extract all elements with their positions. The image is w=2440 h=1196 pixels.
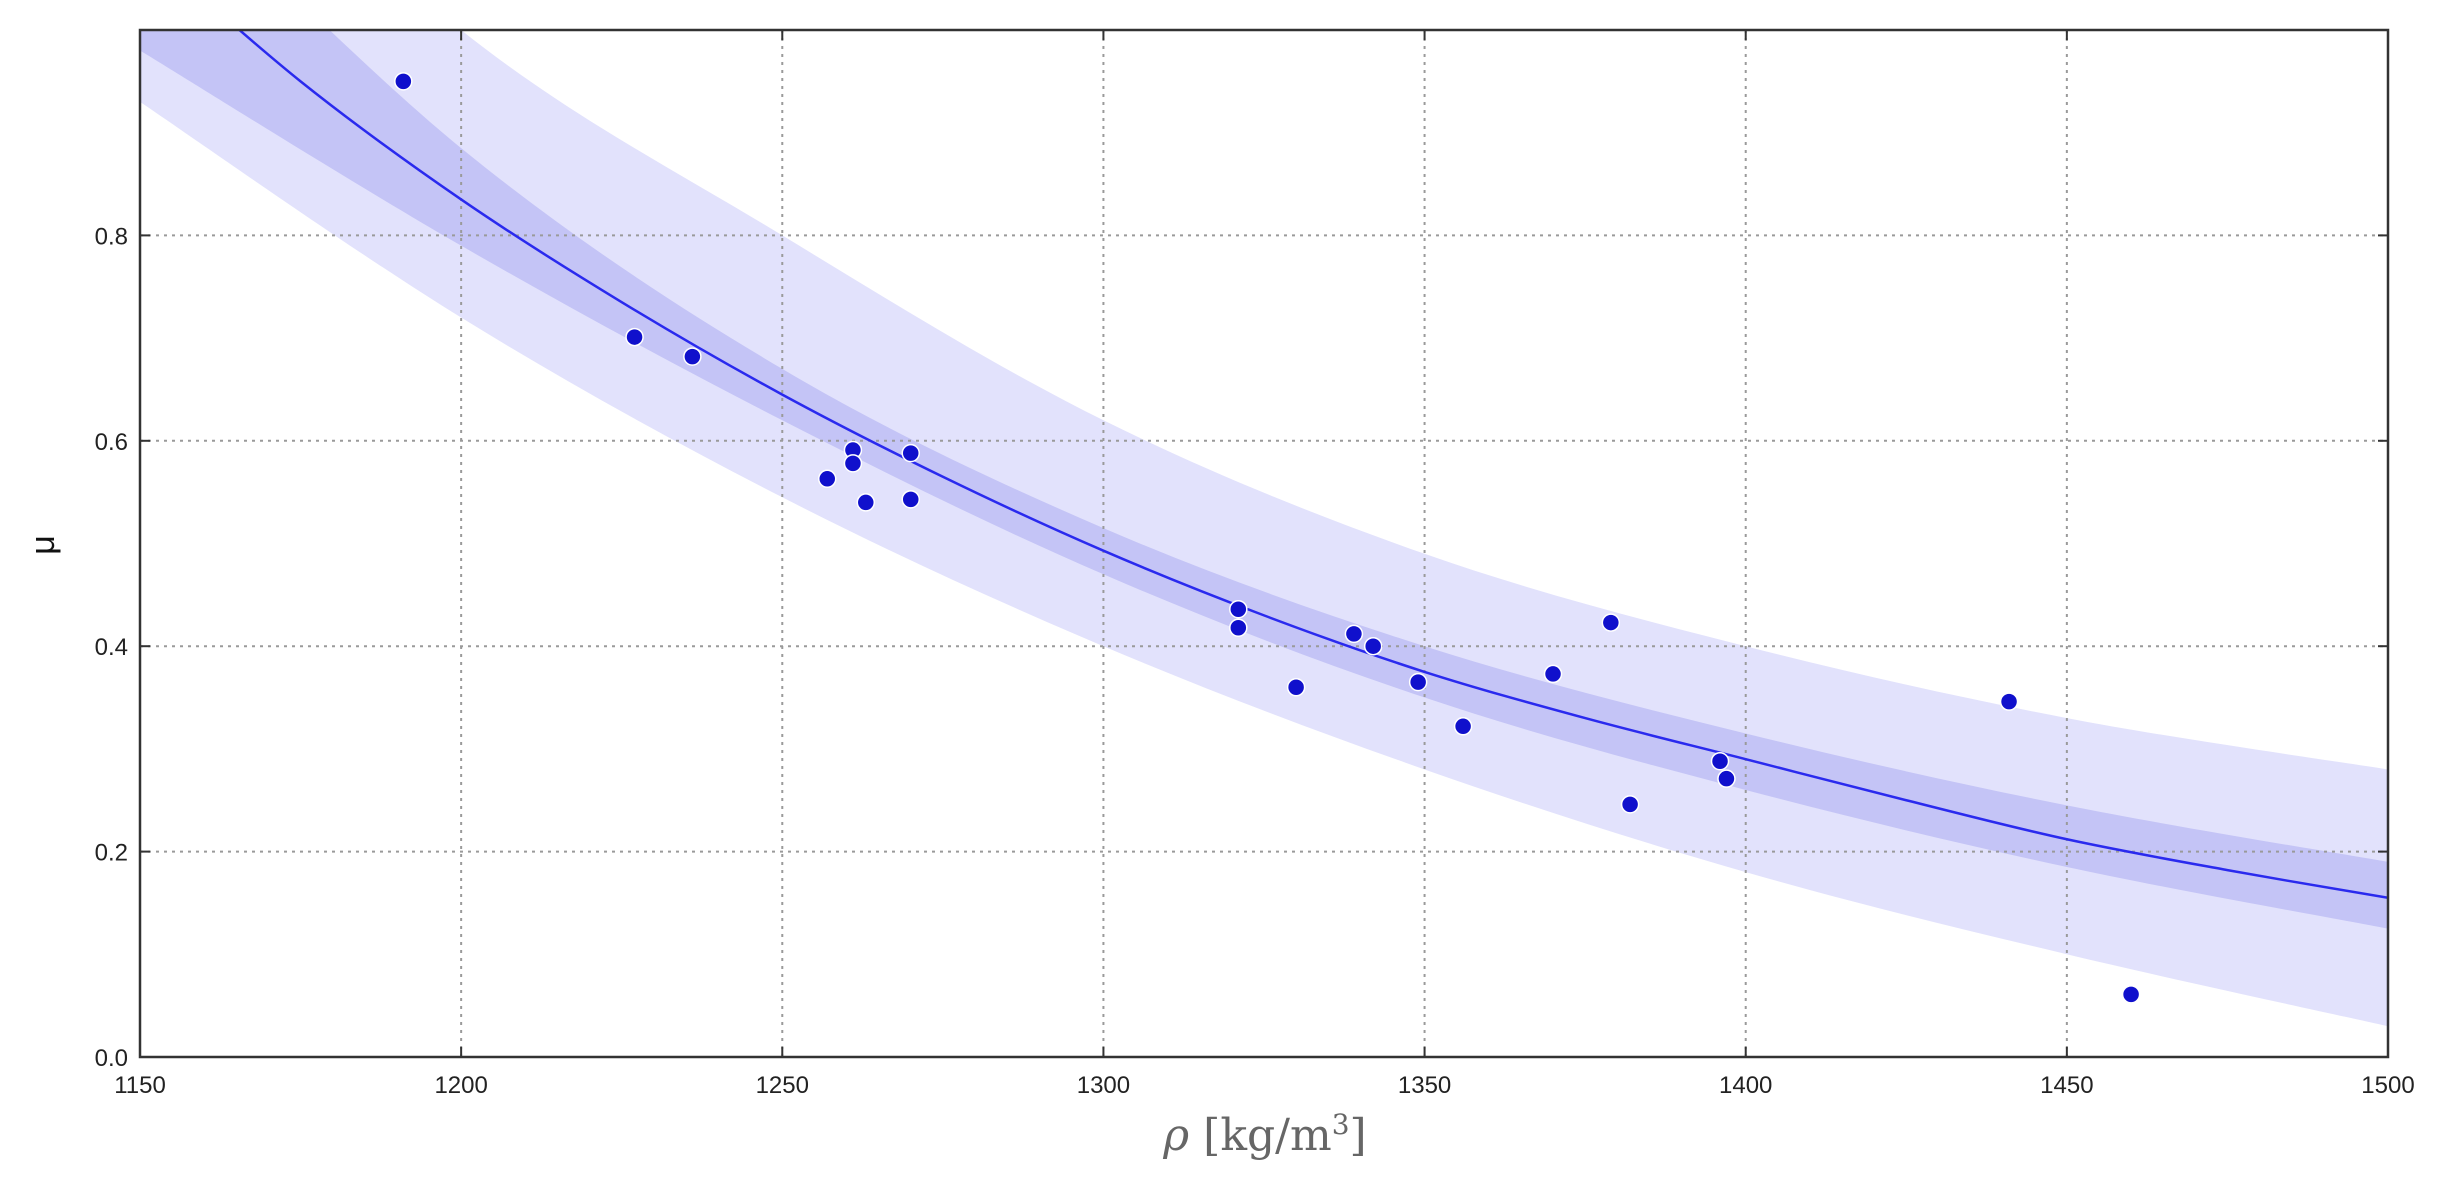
data-point (1344, 624, 1364, 644)
data-point (1620, 795, 1640, 814)
plot-frame (138, 28, 2390, 1059)
confidence-band-inner (140, 30, 2388, 929)
x-axis-symbol: ρ (1162, 1110, 1189, 1161)
data-point (1363, 636, 1383, 656)
x-axis-unit-exponent: 3 (1332, 1108, 1350, 1141)
x-tick-label: 1500 (2361, 1072, 2414, 1099)
data-point (394, 72, 413, 91)
x-tick-label: 1300 (1077, 1072, 1130, 1099)
x-axis-unit: [kg/m (1189, 1110, 1332, 1161)
x-tick-label: 1400 (1719, 1072, 1772, 1099)
y-tick-label: 0.0 (95, 1045, 128, 1072)
fit-line (237, 30, 2388, 900)
data-point (901, 490, 920, 509)
data-point (817, 469, 837, 489)
y-axis-title: μ (24, 535, 62, 555)
x-tick-label: 1450 (2040, 1072, 2093, 1099)
data-point (625, 327, 644, 347)
y-tick-label: 0.6 (95, 429, 128, 456)
data-point (1710, 751, 1730, 771)
x-axis-unit-close: ] (1350, 1110, 1367, 1161)
data-point (1229, 618, 1248, 637)
data-point (843, 454, 863, 473)
data-point (2121, 985, 2141, 1004)
data-point (1999, 692, 2019, 711)
data-point (1408, 672, 1428, 692)
y-tick-label: 0.4 (95, 634, 128, 661)
x-tick-label: 1250 (756, 1072, 809, 1099)
x-tick-label: 1200 (434, 1072, 487, 1099)
data-point (1717, 769, 1736, 788)
data-point (1543, 664, 1563, 684)
data-point (1229, 599, 1248, 619)
data-point (1286, 678, 1306, 697)
data-point (683, 347, 702, 366)
x-axis-title: ρ [kg/m3] (1162, 1108, 1366, 1161)
data-point (1601, 613, 1621, 632)
data-point (856, 493, 876, 512)
data-point (901, 443, 920, 463)
x-tick-label: 1150 (114, 1072, 166, 1099)
y-tick-label: 0.2 (95, 840, 128, 867)
x-tick-label: 1350 (1398, 1072, 1451, 1099)
data-point (1453, 717, 1473, 736)
y-tick-label: 0.8 (95, 223, 128, 250)
